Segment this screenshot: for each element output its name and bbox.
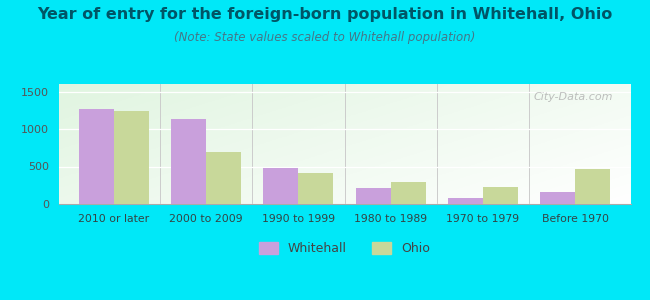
Bar — [448, 198, 483, 204]
Bar — [540, 192, 575, 204]
Bar — [114, 111, 149, 204]
Text: City-Data.com: City-Data.com — [534, 92, 614, 102]
Bar — [483, 187, 518, 204]
Bar — [391, 182, 426, 204]
Text: (Note: State values scaled to Whitehall population): (Note: State values scaled to Whitehall … — [174, 32, 476, 44]
Bar — [263, 168, 298, 204]
Bar — [171, 119, 206, 204]
Bar — [79, 109, 114, 204]
Text: Year of entry for the foreign-born population in Whitehall, Ohio: Year of entry for the foreign-born popul… — [37, 8, 613, 22]
Bar — [298, 173, 333, 204]
Bar — [206, 152, 241, 204]
Bar — [575, 169, 610, 204]
Legend: Whitehall, Ohio: Whitehall, Ohio — [254, 236, 435, 260]
Bar — [356, 188, 391, 204]
